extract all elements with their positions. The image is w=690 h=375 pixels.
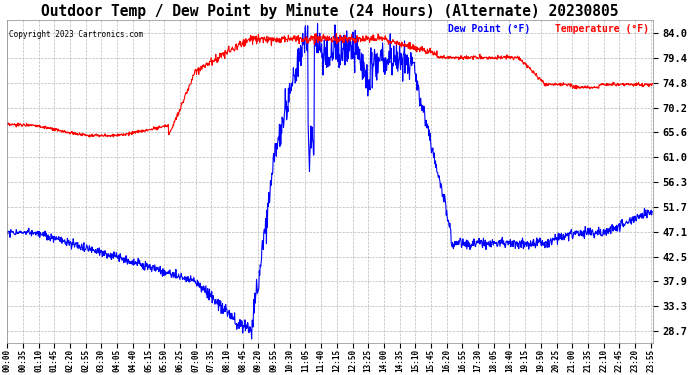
Dew Point (°F) [3,230,12,234]
Temperature (°F) [431,52,440,56]
Dew Point (°F) [248,337,256,341]
Dew Point (°F) [146,264,155,269]
Dew Point (°F) [515,239,524,243]
Temperature (°F) [85,135,93,139]
Title: Outdoor Temp / Dew Point by Minute (24 Hours) (Alternate) 20230805: Outdoor Temp / Dew Point by Minute (24 H… [41,3,619,19]
Temperature (°F) [649,81,657,86]
Line: Dew Point (°F): Dew Point (°F) [8,24,653,339]
Dew Point (°F) [131,260,139,265]
Text: Copyright 2023 Cartronics.com: Copyright 2023 Cartronics.com [8,30,143,39]
Line: Temperature (°F): Temperature (°F) [8,33,653,137]
Dew Point (°F) [219,311,227,316]
Dew Point (°F) [649,210,657,214]
Legend: Dew Point (°F), Temperature (°F): Dew Point (°F), Temperature (°F) [425,20,653,38]
Dew Point (°F) [573,231,581,236]
Temperature (°F) [333,31,341,36]
Dew Point (°F) [313,21,322,26]
Dew Point (°F) [431,159,440,163]
Temperature (°F) [3,121,12,126]
Temperature (°F) [573,87,581,91]
Temperature (°F) [147,128,155,132]
Temperature (°F) [515,58,524,63]
Temperature (°F) [131,131,139,135]
Temperature (°F) [219,54,228,58]
